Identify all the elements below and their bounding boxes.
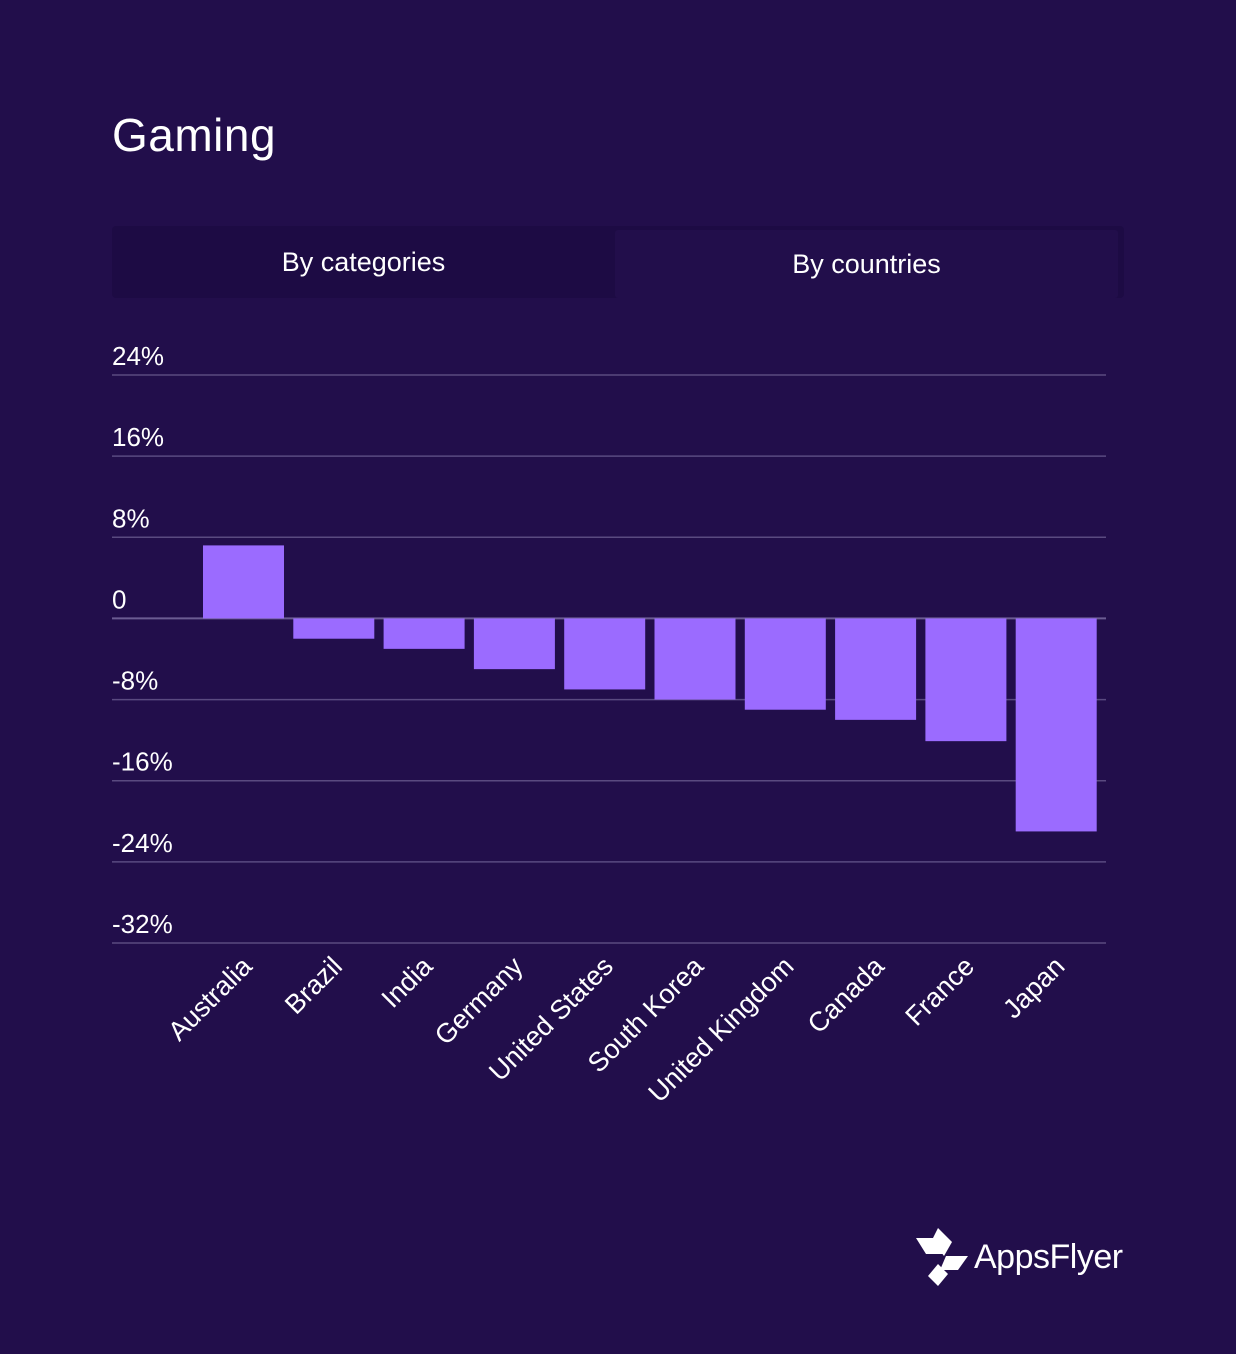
tab-by-countries[interactable]: By countries bbox=[615, 230, 1118, 298]
y-tick-label: -16% bbox=[112, 747, 173, 777]
x-tick-label: India bbox=[376, 950, 439, 1013]
x-tick-label: Brazil bbox=[279, 951, 348, 1020]
view-tabs: By categories By countries bbox=[112, 226, 1124, 298]
bar-india bbox=[383, 618, 465, 649]
bar-united-states bbox=[564, 618, 646, 690]
bar-south-korea bbox=[654, 618, 736, 700]
tab-by-categories[interactable]: By categories bbox=[281, 246, 446, 277]
brand-name: AppsFlyer bbox=[974, 1237, 1123, 1276]
y-tick-label: 0 bbox=[112, 584, 126, 614]
chart-title: Gaming bbox=[112, 109, 277, 161]
appsflyer-logo-icon bbox=[916, 1228, 968, 1286]
y-tick-label: 16% bbox=[112, 422, 164, 452]
bar-chart: 24% 16% 8% 0 -8% -16% -24% -32% Australia Brazil I… bbox=[112, 341, 1106, 1108]
y-tick-label: -32% bbox=[112, 909, 173, 939]
x-tick-label: Japan bbox=[997, 951, 1070, 1024]
y-tick-label: -24% bbox=[112, 828, 173, 858]
y-tick-label: -8% bbox=[112, 666, 158, 696]
x-tick-label: France bbox=[899, 951, 980, 1032]
bar-brazil bbox=[293, 618, 375, 639]
y-tick-label: 24% bbox=[112, 341, 164, 371]
y-tick-label: 8% bbox=[112, 503, 150, 533]
bar-united-kingdom bbox=[744, 618, 826, 710]
x-tick-label: Australia bbox=[162, 950, 258, 1046]
bar-france bbox=[925, 618, 1007, 742]
bar-germany bbox=[473, 618, 555, 670]
bar-australia bbox=[203, 545, 284, 619]
bar-japan bbox=[1015, 618, 1097, 832]
x-tick-label: Canada bbox=[802, 950, 891, 1039]
bar-canada bbox=[835, 618, 917, 720]
appsflyer-logo: AppsFlyer bbox=[912, 1226, 1123, 1288]
